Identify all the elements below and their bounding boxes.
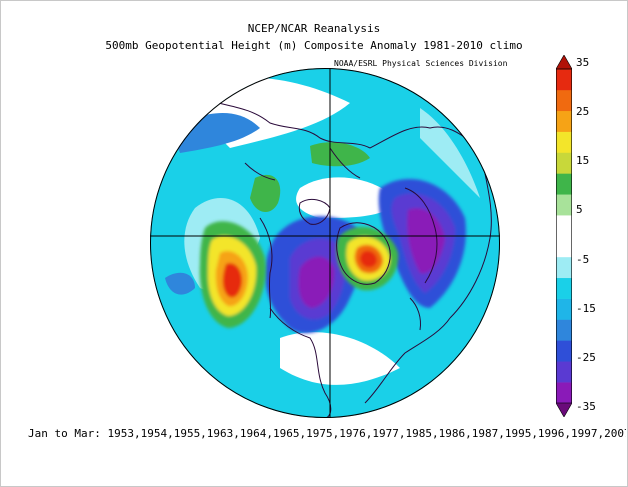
neutral-region-atlantic [280, 332, 400, 385]
colorbar-tick-label: 35 [576, 56, 590, 69]
figure-title: NCEP/NCAR Reanalysis [247, 22, 381, 35]
colorbar-max-arrow [556, 55, 572, 70]
map-boundary [150, 68, 500, 418]
colorbar-tick-label: 25 [576, 105, 590, 119]
colorbar-swatch [556, 194, 572, 216]
positive-anomaly-north-pacific-core [222, 263, 243, 298]
footer-years: Jan to Mar: 1953,1954,1955,1963,1964,196… [28, 427, 626, 440]
colorbar-swatch [556, 173, 572, 195]
colorbar-tick-label: -5 [576, 252, 590, 266]
figure-subtitle: 500mb Geopotential Height (m) Composite … [105, 39, 523, 52]
colorbar-tick-label: -25 [576, 350, 596, 364]
colorbar-swatch [556, 361, 572, 383]
colorbar-swatch [556, 152, 572, 174]
colorbar-swatch [556, 340, 572, 362]
colorbar-swatch [556, 89, 572, 112]
credit-label: NOAA/ESRL Physical Sciences Division [334, 59, 508, 68]
colorbar-swatch [556, 298, 572, 320]
positive-anomaly-weak-aleutian [250, 174, 281, 213]
colorbar [556, 55, 572, 417]
colorbar-tick-label: -15 [576, 301, 596, 315]
colorbar-swatch [556, 382, 572, 404]
colorbar-swatch [556, 215, 572, 237]
colorbar-swatch [556, 256, 572, 279]
title-block: NCEP/NCAR Reanalysis 500mb Geopotential … [0, 20, 628, 54]
neutral-region-central [296, 177, 400, 218]
negative-anomaly-weak-west [165, 272, 195, 295]
colorbar-min-arrow [556, 402, 572, 417]
positive-anomaly-greenland-core [359, 250, 378, 268]
polar-anomaly-map [150, 68, 500, 418]
colorbar-swatch [556, 69, 572, 91]
negative-anomaly-north-america-core [298, 256, 335, 308]
colorbar-tick-label: 5 [576, 203, 583, 217]
colorbar-swatch [556, 319, 572, 341]
neutral-region-north-asia [420, 108, 480, 198]
colorbar-swatch [556, 236, 572, 258]
colorbar-tick-label: 15 [576, 154, 590, 168]
colorbar-swatch [556, 131, 572, 153]
colorbar-outline [556, 68, 572, 404]
colorbar-swatch [556, 110, 572, 132]
positive-anomaly-weak-arctic [310, 142, 370, 167]
colorbar-tick-label: -35 [576, 400, 596, 413]
colorbar-swatch [556, 277, 572, 299]
